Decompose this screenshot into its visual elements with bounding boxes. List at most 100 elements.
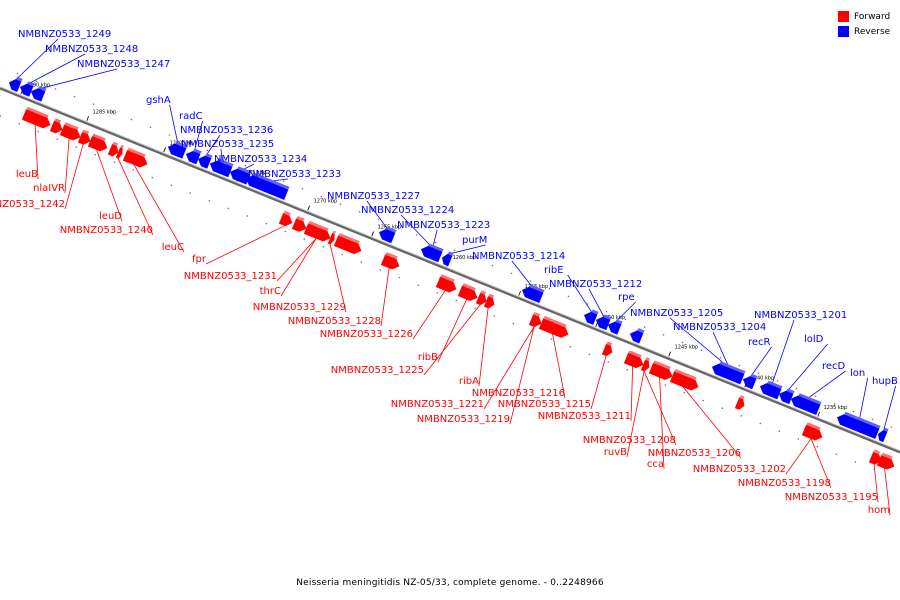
gene-label: NMBNZ0533_1201 — [754, 310, 847, 321]
gene-label: gshA — [146, 95, 171, 106]
forward-gene-feature — [734, 397, 745, 410]
scale-dot — [244, 164, 247, 167]
scale-tick-label: 1270 kbp — [314, 199, 338, 205]
legend-reverse: Reverse — [838, 24, 890, 39]
forward-gene-feature — [291, 218, 307, 232]
gene-label: NMBNZ0533_1216 — [472, 388, 565, 399]
scale-tick-label: 1235 kbp — [824, 405, 848, 411]
scale-dot — [512, 322, 515, 325]
gene-label: NMBNZ0533_1229 — [253, 302, 346, 313]
label-leader-line — [750, 346, 772, 377]
reverse-gene-feature — [629, 330, 644, 344]
forward-gene-feature — [303, 223, 331, 242]
gene-feature-shade — [881, 452, 893, 460]
gene-feature-shade — [296, 216, 305, 222]
scale-dot — [719, 357, 722, 359]
label-leader-line — [884, 468, 891, 516]
gene-label: NMBNZ0533_1247 — [77, 59, 170, 70]
gene-feature-shade — [488, 293, 495, 298]
forward-gene-feature — [538, 318, 569, 338]
gene-feature-shade — [308, 221, 329, 232]
gene-feature-shade — [462, 283, 476, 291]
forward-gene-feature — [122, 150, 148, 168]
label-leader-line — [588, 288, 605, 318]
scale-dot — [322, 246, 325, 248]
scale-dot — [455, 299, 458, 302]
gene-feature-shade — [637, 328, 645, 334]
gene-feature-shade — [739, 395, 745, 400]
reverse-gene-feature — [607, 321, 622, 335]
forward-gene-feature — [623, 352, 644, 369]
label-leader-line — [858, 377, 869, 421]
label-leader-line — [771, 319, 795, 386]
scale-tick-label: 1290 kbp — [27, 83, 51, 89]
label-leader-line — [810, 438, 832, 489]
gene-label: cca — [647, 459, 664, 470]
gene-label: fpr — [192, 254, 207, 265]
scale-dot — [759, 422, 762, 425]
scale-dot — [0, 115, 2, 117]
map-caption: Neisseria meningitidis NZ-05/33, complet… — [296, 578, 604, 588]
scale-dot — [833, 403, 836, 405]
gene-feature-shade — [92, 133, 106, 141]
scale-dot — [35, 80, 38, 82]
gene-label: recR — [748, 337, 771, 348]
gene-label: hupB — [872, 376, 898, 387]
scale-tick — [817, 411, 820, 417]
gene-label: ribA — [459, 376, 479, 387]
scale-dot — [664, 384, 667, 386]
scale-dot — [377, 218, 380, 221]
forward-gene-feature — [801, 424, 823, 441]
label-leader-line — [412, 290, 446, 340]
label-leader-line — [96, 149, 123, 222]
gene-labels: NMBNZ0533_1249 NMBNZ0533_1248 NMBNZ0533_12… — [0, 29, 898, 516]
label-leader-line — [133, 164, 185, 253]
scale-dot — [643, 326, 646, 328]
gene-label: ruvB — [604, 447, 627, 458]
gene-label: leuB — [16, 169, 38, 180]
scale-dot — [111, 111, 114, 113]
gene-feature-shade — [883, 427, 889, 432]
gene-label: NMBNZ0533_1234 — [214, 154, 307, 165]
label-leader-line — [448, 244, 486, 255]
scale-dot — [816, 445, 819, 448]
gene-feature-shade — [112, 141, 119, 146]
scale-dot — [871, 418, 874, 421]
gene-feature-shade — [64, 122, 79, 130]
label-leader-line — [400, 214, 433, 249]
forward-gene-feature — [640, 359, 650, 372]
reverse-gene-feature — [8, 79, 22, 92]
gene-label: rpe — [618, 292, 635, 303]
label-leader-line — [483, 326, 535, 410]
label-leader-line — [509, 326, 535, 425]
scale-dot — [415, 234, 418, 236]
gene-feature-shade — [27, 81, 35, 87]
scale-dot — [797, 438, 800, 440]
scale-dot — [854, 461, 857, 463]
scale-dot — [113, 161, 116, 164]
gene-feature-shade — [120, 144, 124, 149]
scale-tick — [518, 290, 521, 296]
scale-dot — [168, 134, 171, 136]
label-leader-line — [659, 377, 665, 470]
gene-label: NMBNZ0533_1235 — [181, 139, 274, 150]
forward-gene-feature — [601, 343, 613, 357]
scale-dot — [379, 269, 382, 271]
gene-label: NMBNZ0533_1195 — [785, 492, 878, 503]
scale-dot — [757, 372, 760, 375]
scale-dot — [37, 130, 40, 133]
gene-feature-shade — [54, 118, 62, 123]
gene-label: NMBNZ0533_1215 — [498, 399, 591, 410]
scale-dot — [56, 138, 59, 140]
forward-gene-feature — [49, 120, 63, 134]
reverse-gene-feature — [711, 363, 745, 385]
gene-feature-shade — [615, 319, 623, 325]
scale-dot — [227, 207, 230, 210]
scale-dot — [208, 199, 211, 202]
scale-dot — [740, 415, 743, 417]
scale-dot — [398, 276, 401, 279]
label-leader-line — [552, 334, 566, 399]
scale-dot — [890, 426, 893, 428]
gene-feature-shade — [175, 141, 188, 149]
gene-feature-shade — [529, 284, 545, 293]
